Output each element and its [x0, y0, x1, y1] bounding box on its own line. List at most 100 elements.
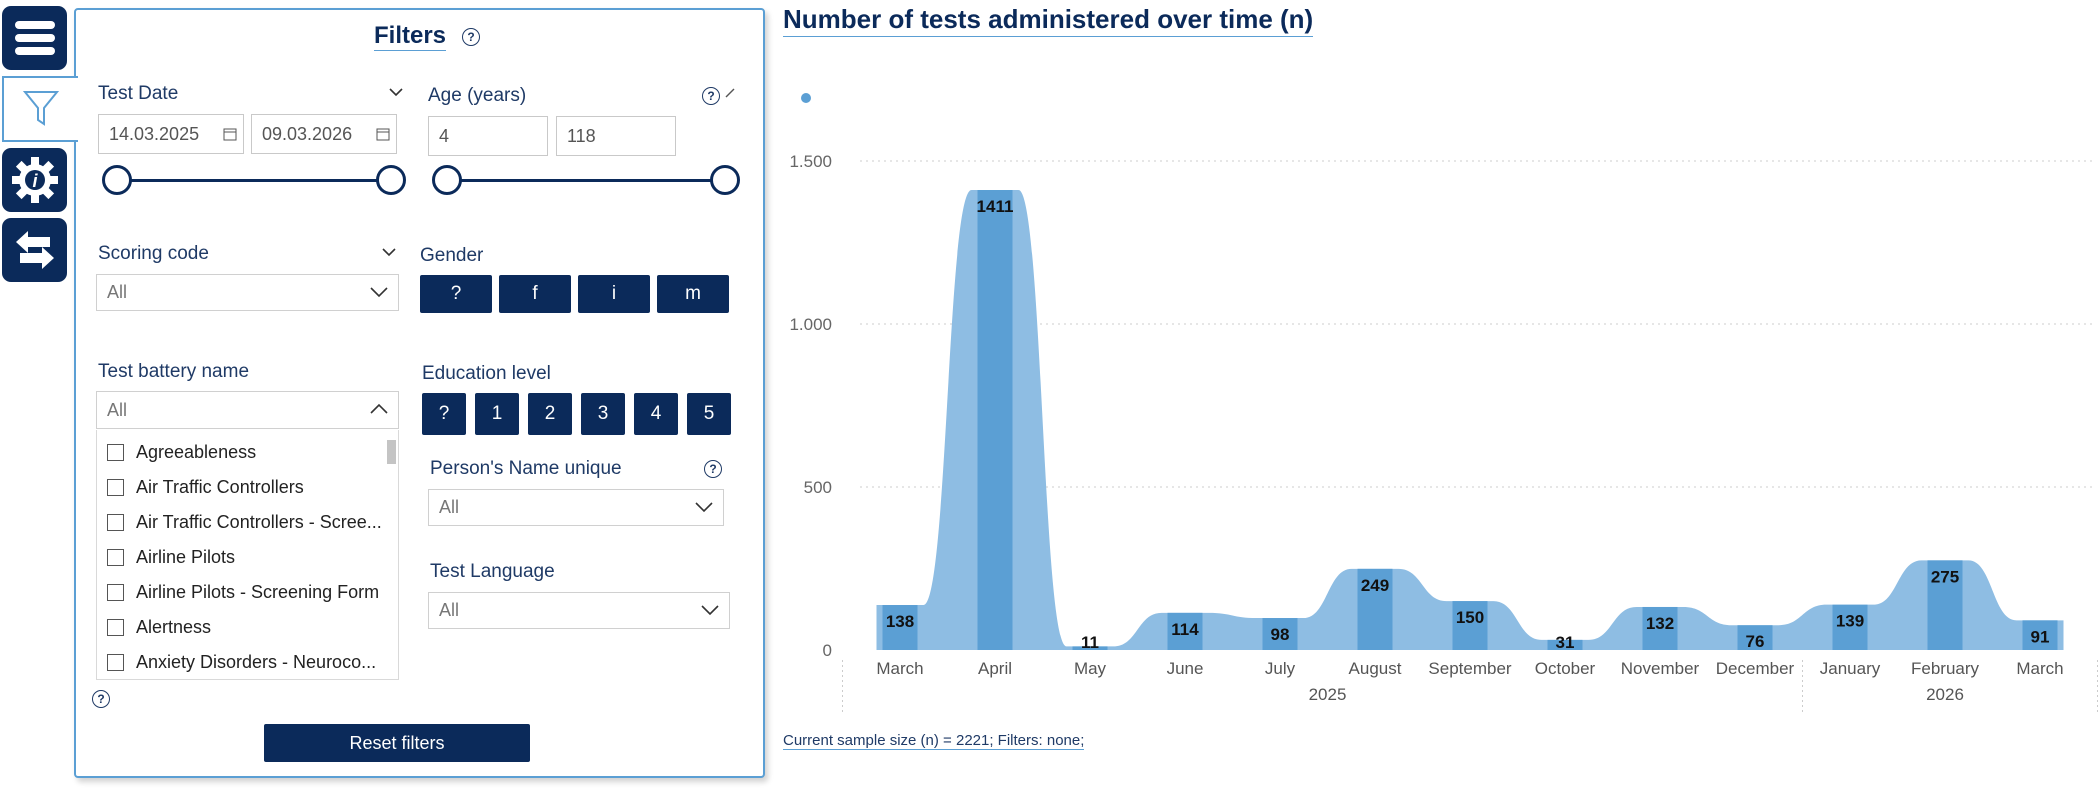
- year-label: 2026: [1926, 685, 1964, 704]
- age-min-input[interactable]: 4: [428, 116, 548, 156]
- y-tick-label: 1.500: [789, 152, 832, 171]
- chevron-down-icon[interactable]: [381, 246, 397, 258]
- swap-arrows-icon: [15, 231, 54, 269]
- scoring-code-dropdown[interactable]: All: [96, 274, 399, 311]
- checkbox[interactable]: [107, 479, 124, 496]
- bar[interactable]: [977, 190, 1013, 650]
- info-settings-button[interactable]: i: [2, 148, 67, 212]
- gender-option-i[interactable]: i: [578, 275, 650, 313]
- bar[interactable]: [2022, 620, 2058, 650]
- data-label: 138: [886, 612, 914, 631]
- age-max-input[interactable]: 118: [556, 116, 676, 156]
- checkbox[interactable]: [107, 584, 124, 601]
- test-battery-dropdown[interactable]: All: [96, 391, 399, 429]
- data-label: 76: [1746, 632, 1765, 651]
- age-slider-min-handle[interactable]: [432, 165, 462, 195]
- test-date-label: Test Date: [98, 83, 179, 104]
- education-option-5[interactable]: 5: [687, 393, 731, 435]
- list-item[interactable]: Agreeableness: [97, 435, 256, 470]
- calendar-icon: [376, 128, 390, 141]
- filters-panel: Filters ? Test Date 14.03.2025 09.03.202…: [74, 8, 765, 778]
- education-option-1[interactable]: 1: [475, 393, 519, 435]
- x-tick-label: January: [1820, 659, 1881, 678]
- year-label: 2025: [1309, 685, 1347, 704]
- age-slider-max-handle[interactable]: [710, 165, 740, 195]
- bar[interactable]: [1262, 618, 1298, 650]
- education-option-3[interactable]: 3: [581, 393, 625, 435]
- data-label: 132: [1646, 614, 1674, 633]
- bar[interactable]: [882, 605, 918, 650]
- x-tick-label: May: [1074, 659, 1107, 678]
- bar[interactable]: [1072, 646, 1108, 650]
- filters-nav-button[interactable]: [2, 76, 78, 142]
- x-tick-label: March: [2016, 659, 2063, 678]
- date-slider-max-handle[interactable]: [376, 165, 406, 195]
- list-item[interactable]: Airline Pilots: [97, 540, 235, 575]
- help-icon[interactable]: ?: [704, 460, 722, 478]
- bar[interactable]: [1737, 625, 1773, 650]
- date-to-input[interactable]: 09.03.2026: [251, 114, 397, 154]
- gender-option-f[interactable]: f: [499, 275, 571, 313]
- data-labels: 138 1411 11 114 98 249 150 31 132 76 139 275 91: [886, 197, 2050, 652]
- sample-size-note: Current sample size (n) = 2221; Filters:…: [783, 732, 1085, 750]
- list-item[interactable]: Air Traffic Controllers: [97, 470, 304, 505]
- chevron-down-icon: [695, 502, 713, 513]
- bar[interactable]: [1452, 601, 1488, 650]
- help-icon[interactable]: ?: [92, 690, 110, 708]
- bar[interactable]: [1547, 639, 1583, 650]
- bar[interactable]: [1832, 604, 1868, 650]
- checkbox[interactable]: [107, 549, 124, 566]
- date-from-input[interactable]: 14.03.2025: [98, 114, 244, 154]
- reset-filters-button[interactable]: Reset filters: [264, 724, 530, 762]
- chevron-down-icon: [370, 287, 388, 298]
- data-label: 275: [1931, 567, 1959, 586]
- data-label: 249: [1361, 576, 1389, 595]
- data-label: 1411: [977, 197, 1014, 216]
- help-icon[interactable]: ?: [462, 28, 480, 46]
- bar[interactable]: [1357, 568, 1393, 650]
- bar[interactable]: [1927, 560, 1963, 650]
- education-option-2[interactable]: 2: [528, 393, 572, 435]
- test-language-dropdown[interactable]: All: [428, 592, 730, 629]
- swap-button[interactable]: [2, 218, 67, 282]
- y-axis: 0 500 1.000 1.500: [789, 152, 832, 660]
- bar[interactable]: [1642, 606, 1678, 650]
- gender-option-m[interactable]: m: [657, 275, 729, 313]
- checkbox[interactable]: [107, 619, 124, 636]
- svg-text:i: i: [32, 171, 38, 191]
- scoring-code-label: Scoring code: [98, 243, 209, 264]
- checkbox[interactable]: [107, 514, 124, 531]
- person-name-label: Person's Name unique: [430, 458, 622, 479]
- date-slider-min-handle[interactable]: [102, 165, 132, 195]
- help-icon[interactable]: ?: [702, 87, 720, 105]
- x-tick-label: December: [1716, 659, 1795, 678]
- funnel-icon: [22, 91, 60, 126]
- menu-button[interactable]: [2, 6, 67, 70]
- list-scrollbar[interactable]: [387, 440, 396, 464]
- date-slider-track: [120, 179, 380, 182]
- education-option-4[interactable]: 4: [634, 393, 678, 435]
- x-tick-label: November: [1621, 659, 1700, 678]
- list-item[interactable]: Airline Pilots - Screening Form: [97, 575, 379, 610]
- bar[interactable]: [1167, 612, 1203, 650]
- y-tick-label: 1.000: [789, 315, 832, 334]
- list-item[interactable]: Anxiety Disorders - Neuroco...: [97, 645, 376, 679]
- list-item[interactable]: Alertness: [97, 610, 211, 645]
- gender-option-unknown[interactable]: ?: [420, 275, 492, 313]
- data-label: 98: [1271, 625, 1290, 644]
- chevron-up-icon: [370, 403, 388, 414]
- checkbox[interactable]: [107, 654, 124, 671]
- x-tick-label: September: [1428, 659, 1511, 678]
- list-item[interactable]: Air Traffic Controllers - Scree...: [97, 505, 382, 540]
- chevron-down-icon[interactable]: [388, 86, 404, 98]
- data-label: 91: [2031, 627, 2050, 646]
- x-tick-label: March: [876, 659, 923, 678]
- person-name-dropdown[interactable]: All: [428, 489, 724, 526]
- age-label: Age (years): [428, 85, 527, 106]
- edit-icon[interactable]: [724, 87, 736, 99]
- test-battery-list[interactable]: Agreeableness Air Traffic Controllers Ai…: [96, 430, 399, 680]
- data-label: 114: [1171, 620, 1199, 639]
- checkbox[interactable]: [107, 444, 124, 461]
- education-option-unknown[interactable]: ?: [422, 393, 466, 435]
- data-label: 11: [1081, 633, 1099, 652]
